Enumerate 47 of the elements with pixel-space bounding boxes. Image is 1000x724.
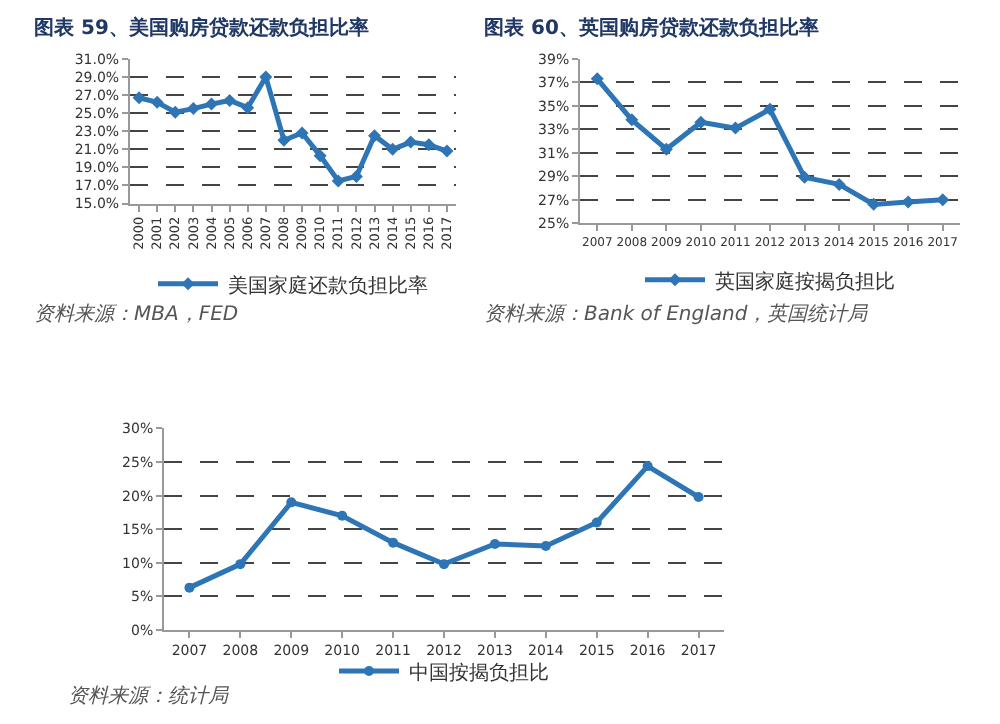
point: [235, 559, 246, 570]
point: [241, 101, 255, 115]
point: [625, 113, 639, 127]
point: [386, 142, 400, 156]
text: 资料来源：Bank of England，英国统计局: [484, 302, 870, 326]
point: [590, 72, 604, 86]
point: [659, 142, 673, 156]
point: [337, 510, 348, 521]
point: [540, 541, 551, 552]
point: [184, 582, 195, 593]
point: [331, 174, 345, 188]
point: [186, 102, 200, 116]
point: [798, 170, 812, 184]
point: [693, 492, 704, 502]
legend-label: 英国家庭按揭负担比: [715, 269, 895, 294]
point: [439, 559, 449, 570]
chart-title: 图表 59、美国购房贷款还款负担比率: [34, 16, 369, 40]
point: [936, 193, 950, 207]
point: [832, 177, 846, 191]
chart-title: 图表 60、英国购房贷款还款负担比率: [484, 16, 819, 40]
point: [168, 105, 182, 119]
point: [286, 497, 297, 508]
point: [728, 121, 742, 135]
point: [349, 169, 363, 183]
point: [205, 97, 218, 111]
point: [223, 93, 237, 107]
point: [901, 195, 915, 209]
point: [313, 149, 327, 163]
point: [150, 95, 164, 109]
point: [388, 537, 399, 548]
point: [404, 135, 418, 149]
point: [489, 539, 500, 549]
point: [368, 129, 381, 143]
point: [642, 461, 653, 472]
legend-label: 中国按揭负担比: [409, 660, 549, 685]
point: [277, 133, 291, 147]
point: [132, 91, 146, 105]
point: [295, 126, 309, 140]
point: [763, 102, 777, 116]
point: [694, 115, 708, 129]
point: [591, 517, 602, 528]
point: [422, 138, 436, 152]
point: [440, 144, 454, 158]
text: 资料来源：统计局: [68, 684, 230, 708]
text: 资料来源：MBA，FED: [34, 302, 239, 326]
legend-label: 美国家庭还款负担比率: [228, 273, 428, 298]
point: [867, 197, 881, 211]
